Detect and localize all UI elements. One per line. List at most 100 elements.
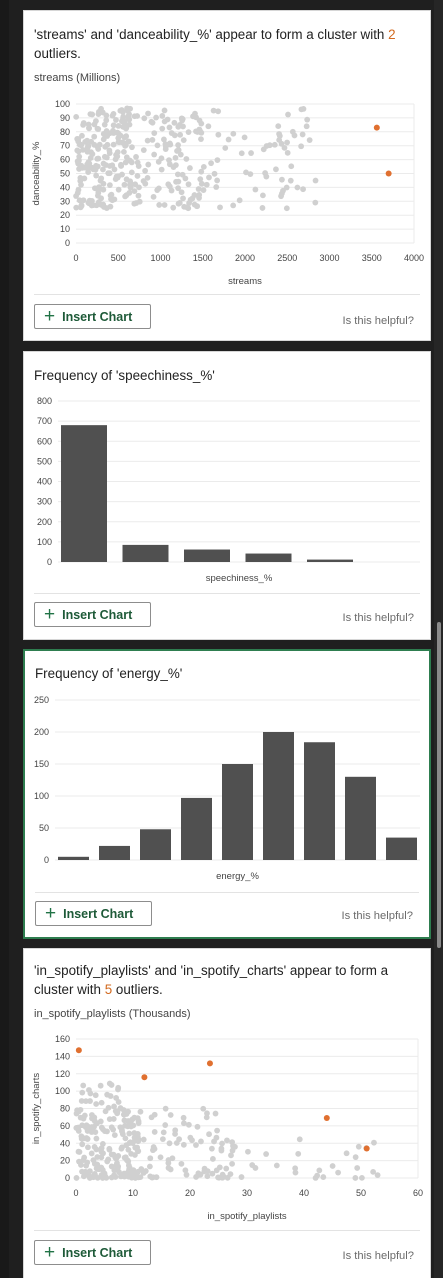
data-point [132,1175,139,1181]
data-point [312,177,319,184]
y-tick-label: 400 [37,477,52,487]
y-tick-label: 10 [60,224,70,234]
data-point [296,1136,303,1143]
data-point [185,181,192,188]
data-point [355,1143,362,1150]
data-point [93,118,99,125]
data-point [214,157,221,164]
data-point [292,1169,299,1176]
data-point [225,136,232,143]
data-point [76,197,83,204]
data-point [107,1093,114,1099]
data-point [140,1136,147,1143]
data-point [73,1175,80,1181]
data-point [87,155,94,161]
data-point [115,1152,122,1159]
data-point [157,1154,164,1161]
data-point [316,1167,323,1174]
data-point [177,151,184,158]
x-tick-label: 40 [299,1188,309,1198]
data-point [312,199,319,206]
data-point [275,123,282,130]
data-point [162,1105,169,1112]
is-helpful-link[interactable]: Is this helpful? [342,315,414,327]
data-point [132,1144,139,1151]
data-point [168,130,175,136]
data-point [91,133,98,140]
x-tick-label: 3500 [362,253,382,263]
data-point [352,1154,359,1161]
data-point [95,126,102,132]
data-point [80,120,87,126]
bar [263,732,294,860]
data-point [137,1174,144,1180]
data-point [106,147,113,154]
data-point [200,187,207,194]
data-point [86,1172,93,1179]
data-point [180,1114,187,1121]
insight-card-speechiness: Frequency of 'speechiness_%' 0 100 200 300 4… [23,351,431,640]
insert-chart-button[interactable]: + Insert Chart [34,602,151,627]
data-point [215,131,222,138]
data-point [153,114,159,121]
data-point [79,1089,86,1096]
data-point [80,1173,87,1180]
left-panel-edge [0,0,9,1278]
insert-chart-button[interactable]: + Insert Chart [34,304,151,329]
scrollbar-thumb[interactable] [437,622,441,948]
data-point [371,1139,377,1146]
outlier-point [385,170,392,177]
y-tick-label: 300 [37,497,52,507]
data-point [128,169,135,176]
data-point [125,1169,132,1175]
outlier-count: 2 [388,27,396,42]
data-point [187,165,193,171]
data-point [223,1165,230,1172]
is-helpful-link[interactable]: Is this helpful? [342,612,414,624]
data-point [198,129,205,136]
data-point [329,1163,336,1169]
data-point [177,131,184,138]
data-point [113,173,120,180]
data-point [98,1164,105,1171]
bar [122,544,169,562]
insert-chart-button[interactable]: + Insert Chart [34,1240,151,1265]
data-point [151,1111,158,1118]
y-tick-label: 700 [37,416,52,426]
data-point [263,173,270,180]
data-point [118,163,124,169]
data-point [294,184,301,191]
data-point [247,171,254,178]
data-point [92,1092,99,1099]
scrollbar[interactable] [434,0,443,1278]
is-helpful-link[interactable]: Is this helpful? [342,1250,414,1262]
data-point [218,1145,225,1152]
data-point [118,1145,125,1152]
x-tick-label: 3000 [319,253,339,263]
data-point [285,111,291,118]
data-point [197,1171,204,1178]
x-axis-label: streams [228,276,262,287]
is-helpful-link[interactable]: Is this helpful? [341,910,413,922]
y-tick-label: 160 [55,1034,70,1044]
separator [34,1230,420,1231]
data-point [105,1104,112,1111]
data-point [185,129,192,136]
data-point [98,1145,105,1151]
plus-icon: + [44,1242,56,1263]
data-point [124,107,131,114]
data-point [114,149,121,156]
data-point [121,1154,128,1161]
data-point [100,186,107,193]
insight-card-playlists-charts: 'in_spotify_playlists' and 'in_spotify_c… [23,948,431,1278]
data-point [122,142,129,149]
insert-chart-button[interactable]: + Insert Chart [35,901,152,926]
data-point [147,1173,154,1180]
data-point [117,1124,124,1131]
y-tick-label: 200 [34,727,49,737]
data-point [83,1098,89,1105]
data-point [198,1138,204,1145]
plus-icon: + [44,604,56,625]
bar [345,776,376,860]
card-subtitle: streams (Millions) [34,72,121,84]
